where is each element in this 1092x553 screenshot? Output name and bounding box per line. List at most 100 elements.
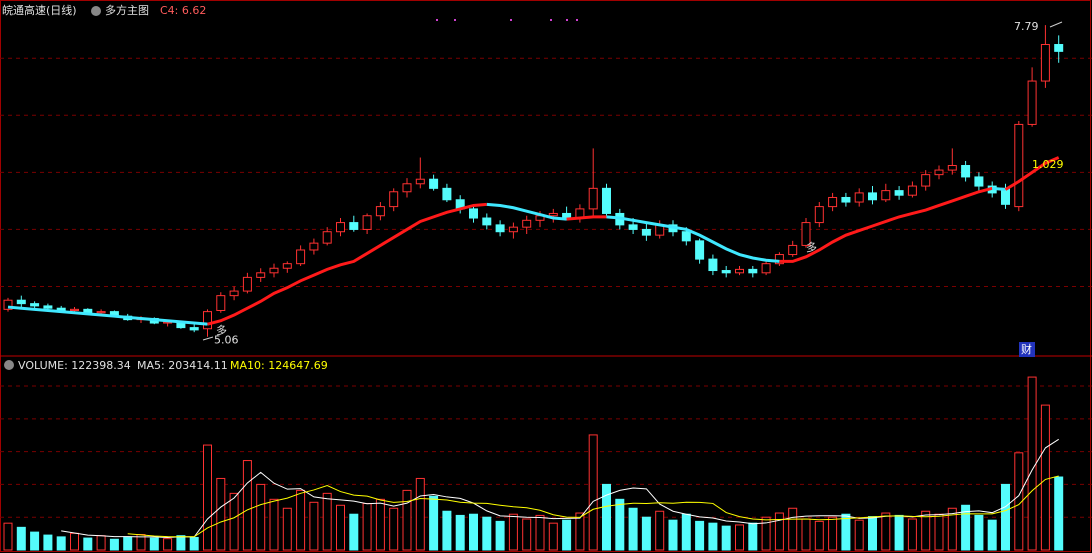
volume-bar: [921, 510, 931, 551]
volume-bar: [721, 525, 731, 551]
candle-body: [828, 196, 838, 208]
candle-body: [203, 311, 212, 330]
candle-body: [216, 295, 226, 311]
volume-bar: [1054, 476, 1064, 551]
volume-bar: [655, 510, 665, 551]
volume-bar: [256, 483, 266, 551]
ma-line: [606, 215, 780, 263]
volume-bar: [961, 504, 971, 551]
volume-bar: [362, 502, 372, 551]
candle-body: [429, 178, 439, 189]
candle-body: [415, 178, 425, 185]
volume-bar: [203, 444, 212, 551]
volume-bar: [402, 489, 412, 551]
candle-body: [735, 268, 744, 274]
volume-bar: [974, 514, 984, 551]
candle-body: [881, 190, 891, 201]
volume-bar: [282, 507, 292, 551]
badge-box[interactable]: [1019, 342, 1035, 357]
volume-bar: [907, 518, 917, 551]
ma-line: [566, 215, 607, 221]
legend-ma5: MA5: 203414.11: [137, 359, 228, 372]
volume-ma-line: [127, 475, 1059, 538]
volume-bar: [296, 489, 306, 551]
candle-body: [1040, 44, 1050, 82]
candle-body: [362, 215, 372, 230]
candle-body: [522, 219, 532, 228]
volume-bar: [242, 460, 252, 551]
volume-bar: [868, 516, 877, 551]
volume-bar: [894, 514, 904, 551]
candle-body: [934, 169, 944, 176]
candle-body: [628, 224, 638, 230]
signal-dots: [436, 19, 578, 21]
candle-body: [16, 299, 26, 305]
volume-bar: [1001, 483, 1010, 551]
candle-body: [854, 192, 864, 203]
volume-bar: [429, 495, 439, 551]
volume-bar: [774, 512, 784, 551]
candle-body: [349, 222, 359, 230]
candle-body: [296, 249, 306, 265]
volume-bar: [522, 518, 532, 551]
volume-bar: [43, 534, 53, 551]
volume-bar: [495, 520, 505, 551]
chart-title: 皖通高速(日线): [2, 3, 77, 17]
candle-body: [788, 244, 798, 256]
candle-body: [309, 242, 319, 251]
candle-body: [761, 263, 771, 274]
candle-body: [841, 196, 851, 203]
volume-bar: [934, 513, 944, 551]
volume-bar: [987, 519, 997, 551]
volume-bar: [602, 483, 611, 551]
volume-bar: [1040, 404, 1050, 551]
volume-bar: [322, 492, 332, 551]
candle-body: [322, 231, 332, 244]
volume-bar: [801, 518, 811, 551]
volume-bar: [349, 513, 359, 551]
candle-body: [442, 187, 452, 201]
legend-ma10: MA10: 124647.69: [230, 359, 328, 372]
volume-bar: [588, 434, 598, 551]
low-arrow: [202, 336, 214, 341]
volume-bar: [109, 538, 119, 551]
candle-body: [1027, 80, 1037, 125]
volume-bar: [469, 513, 478, 551]
volume-bar: [947, 507, 957, 551]
volume-bar: [415, 477, 425, 551]
volume-bar: [336, 504, 345, 551]
high-arrow: [1049, 21, 1063, 28]
candle-body: [70, 308, 79, 311]
volume-bar: [562, 519, 572, 551]
menu-icon[interactable]: [91, 6, 101, 16]
volume-bar: [83, 537, 93, 551]
signal-label: 多: [806, 240, 817, 254]
volume-bar: [149, 537, 159, 551]
ma-line: [992, 186, 1006, 191]
volume-bar: [56, 536, 66, 551]
volume-bar: [482, 516, 492, 551]
signal-label: 多: [216, 323, 227, 337]
candle-body: [974, 176, 984, 187]
indicator-name: 多方主图: [105, 3, 149, 17]
menu-icon[interactable]: [4, 360, 14, 370]
volume-bar: [96, 535, 106, 551]
volume-bar: [641, 516, 651, 551]
low-label: 5.06: [214, 334, 239, 347]
candle-body: [336, 222, 345, 233]
ma-line: [486, 202, 567, 221]
volume-bar: [70, 532, 79, 551]
volume-bar: [1014, 452, 1024, 551]
volume-bar: [748, 522, 758, 551]
candle-body: [30, 303, 40, 307]
volume-bar: [176, 535, 186, 551]
volume-bar: [375, 498, 385, 551]
candle-body: [695, 240, 705, 260]
volume-bar: [30, 531, 40, 551]
candle-body: [482, 217, 492, 226]
candle-body: [269, 267, 279, 274]
volume-bar: [309, 501, 319, 551]
candle-body: [3, 299, 13, 310]
volume-bar: [123, 536, 133, 551]
